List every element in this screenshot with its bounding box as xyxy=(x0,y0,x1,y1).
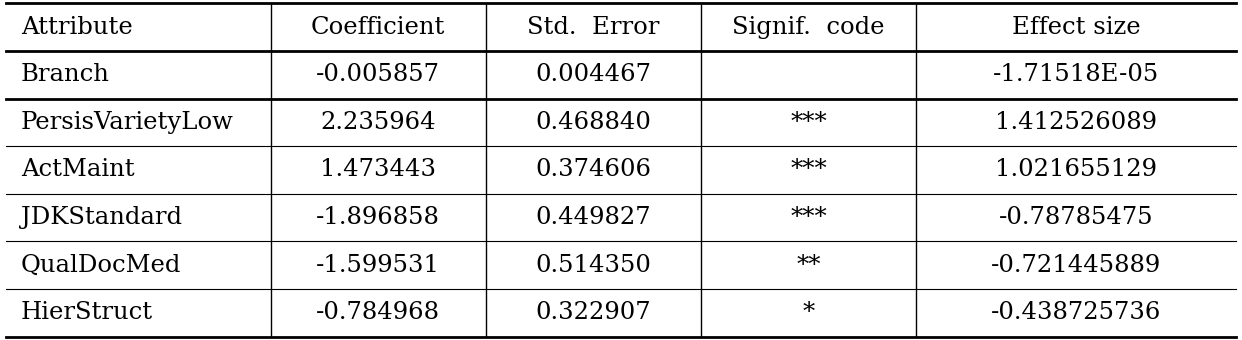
Text: -0.721445889: -0.721445889 xyxy=(991,254,1161,277)
Text: 0.004467: 0.004467 xyxy=(535,63,651,86)
Text: HierStruct: HierStruct xyxy=(21,301,153,324)
Text: 0.449827: 0.449827 xyxy=(535,206,651,229)
Text: Branch: Branch xyxy=(21,63,109,86)
Text: Coefficient: Coefficient xyxy=(310,16,446,39)
Text: -0.784968: -0.784968 xyxy=(317,301,440,324)
Text: 1.021655129: 1.021655129 xyxy=(995,158,1158,182)
Text: 1.412526089: 1.412526089 xyxy=(995,111,1158,134)
Text: Signif.  code: Signif. code xyxy=(733,16,884,39)
Text: ***: *** xyxy=(790,206,827,229)
Text: ActMaint: ActMaint xyxy=(21,158,134,182)
Text: ***: *** xyxy=(790,111,827,134)
Text: Attribute: Attribute xyxy=(21,16,133,39)
Text: **: ** xyxy=(796,254,821,277)
Text: QualDocMed: QualDocMed xyxy=(21,254,181,277)
Text: 0.468840: 0.468840 xyxy=(535,111,651,134)
Text: 0.514350: 0.514350 xyxy=(535,254,651,277)
Text: -1.71518E-05: -1.71518E-05 xyxy=(992,63,1159,86)
Text: 2.235964: 2.235964 xyxy=(320,111,436,134)
Text: -1.896858: -1.896858 xyxy=(317,206,440,229)
Text: Effect size: Effect size xyxy=(1012,16,1140,39)
Text: 0.322907: 0.322907 xyxy=(535,301,651,324)
Text: -0.438725736: -0.438725736 xyxy=(991,301,1161,324)
Text: *: * xyxy=(802,301,815,324)
Text: 1.473443: 1.473443 xyxy=(320,158,436,182)
Text: 0.374606: 0.374606 xyxy=(535,158,651,182)
Text: -0.005857: -0.005857 xyxy=(317,63,440,86)
Text: -0.78785475: -0.78785475 xyxy=(999,206,1154,229)
Text: PersisVarietyLow: PersisVarietyLow xyxy=(21,111,233,134)
Text: ***: *** xyxy=(790,158,827,182)
Text: Std.  Error: Std. Error xyxy=(527,16,660,39)
Text: JDKStandard: JDKStandard xyxy=(21,206,183,229)
Text: -1.599531: -1.599531 xyxy=(317,254,440,277)
